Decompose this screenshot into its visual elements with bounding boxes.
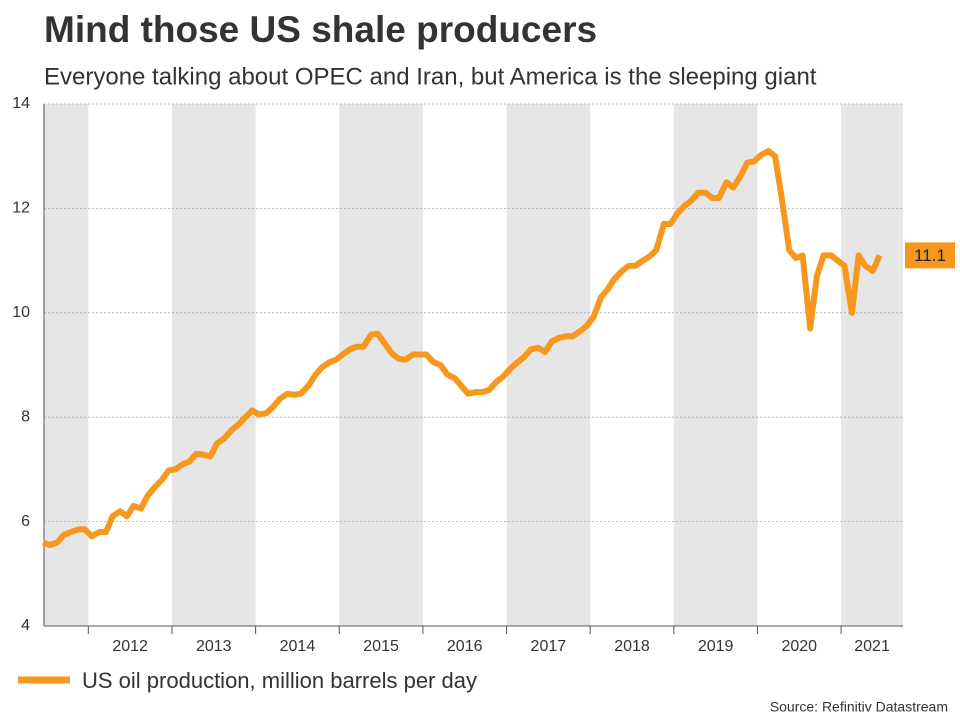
x-tick-label: 2015: [363, 638, 399, 655]
year-band: [44, 104, 89, 626]
y-tick-label: 14: [12, 95, 30, 112]
x-tick-label: 2017: [531, 638, 567, 655]
year-band: [841, 104, 903, 626]
year-band: [506, 104, 591, 626]
chart-title: Mind those US shale producers: [44, 9, 597, 50]
y-tick-label: 12: [12, 200, 30, 217]
y-tick-label: 6: [21, 513, 30, 530]
year-band: [171, 104, 256, 626]
year-band: [339, 104, 423, 626]
y-tick-label: 4: [21, 617, 30, 634]
x-tick-label: 2018: [614, 638, 650, 655]
x-tick-label: 2019: [698, 638, 734, 655]
x-tick-label: 2020: [781, 638, 817, 655]
chart-subtitle: Everyone talking about OPEC and Iran, bu…: [44, 63, 817, 90]
x-tick-label: 2021: [854, 638, 890, 655]
legend-label: US oil production, million barrels per d…: [82, 668, 477, 693]
x-tick-label: 2012: [112, 638, 148, 655]
y-tick-label: 8: [21, 408, 30, 425]
end-label-box: [905, 242, 955, 269]
end-label: 11.1: [914, 246, 946, 265]
x-tick-label: 2013: [196, 638, 232, 655]
source: Source: Refinitiv Datastream: [770, 699, 948, 715]
year-band: [673, 104, 758, 626]
x-tick-label: 2016: [447, 638, 483, 655]
y-tick-label: 10: [12, 304, 30, 321]
plot-background: [44, 104, 903, 626]
x-tick-label: 2014: [280, 638, 316, 655]
data-line: [42, 147, 883, 549]
